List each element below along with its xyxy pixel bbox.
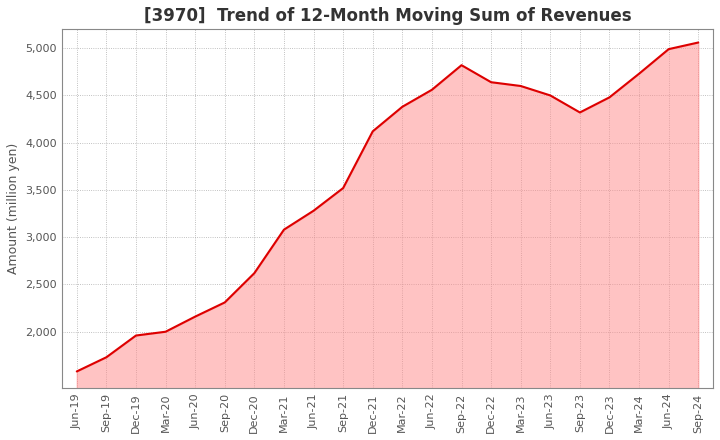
Y-axis label: Amount (million yen): Amount (million yen) (7, 143, 20, 275)
Title: [3970]  Trend of 12-Month Moving Sum of Revenues: [3970] Trend of 12-Month Moving Sum of R… (144, 7, 631, 25)
